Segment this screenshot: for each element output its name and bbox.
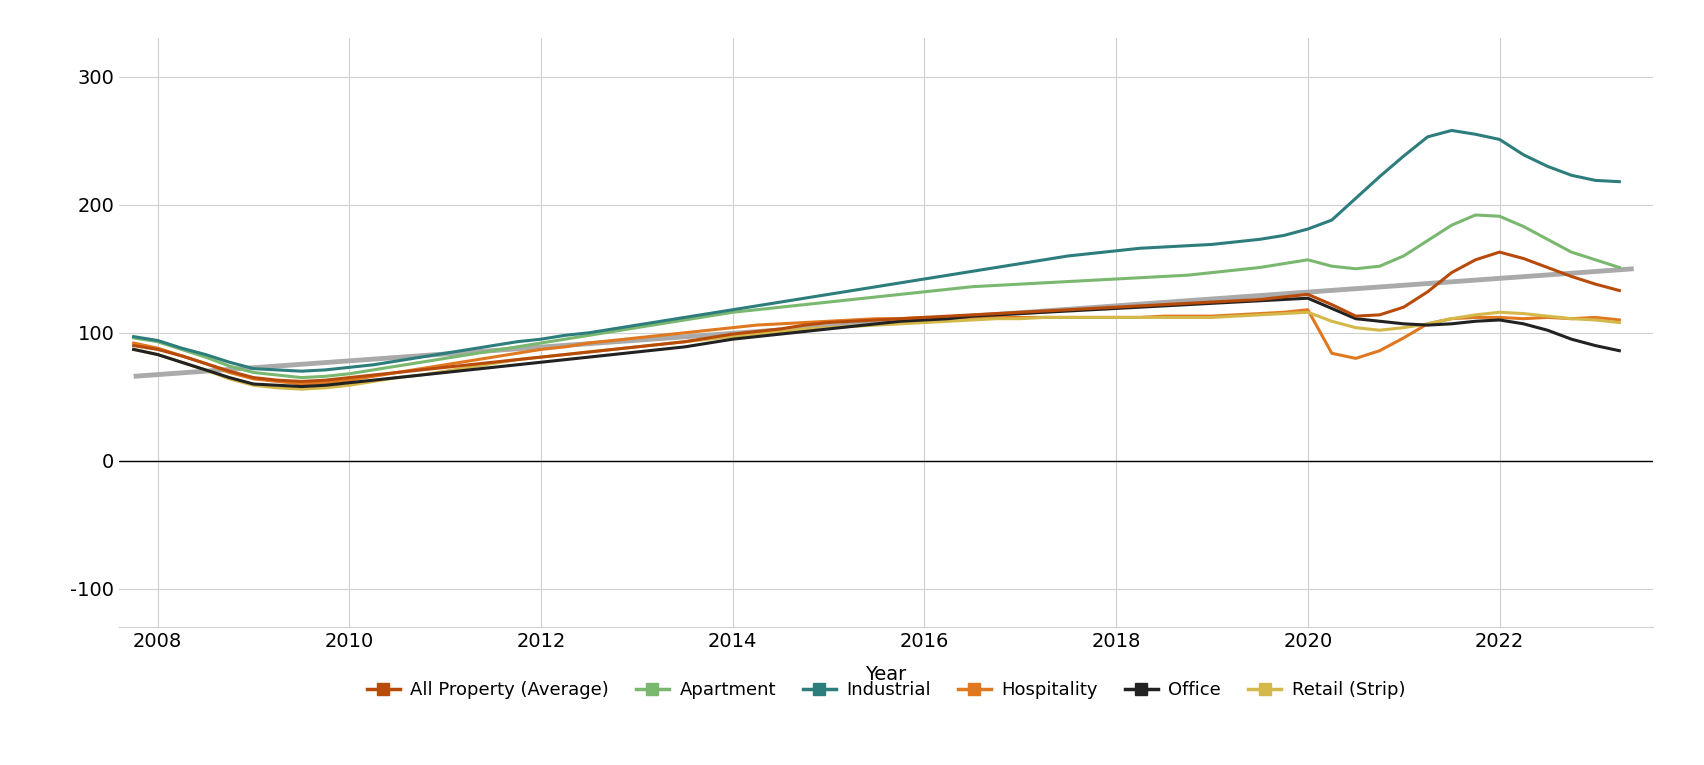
Legend: All Property (Average), Apartment, Industrial, Hospitality, Office, Retail (Stri: All Property (Average), Apartment, Indus… (360, 674, 1413, 707)
X-axis label: Year: Year (866, 665, 907, 684)
